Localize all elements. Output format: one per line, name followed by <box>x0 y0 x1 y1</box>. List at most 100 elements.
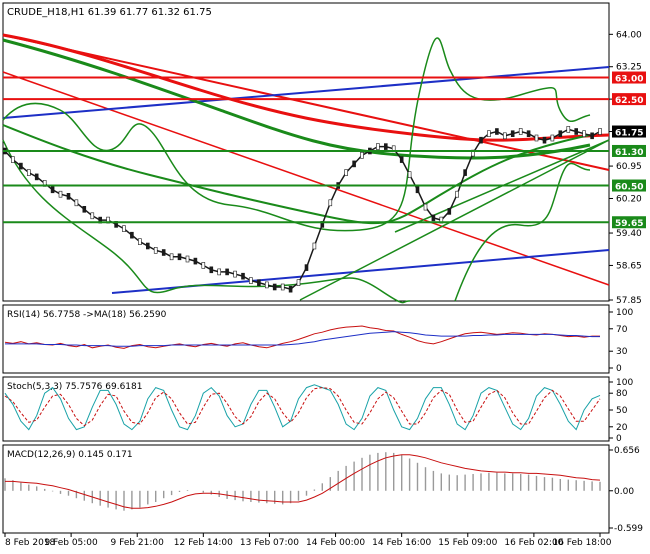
level-label: 61.30 <box>615 148 643 158</box>
main-header: CRUDE_H18,H1 61.39 61.77 61.32 61.75 <box>7 7 212 18</box>
ma-green-long <box>2 38 591 160</box>
macd-y-tick-label: 0.656 <box>614 446 640 456</box>
price-candle <box>19 162 23 170</box>
price-candle <box>185 255 190 263</box>
price-candle <box>399 156 404 163</box>
level-label-box <box>612 144 646 157</box>
price-candle <box>193 257 198 265</box>
rsi-y-tick-label: 70 <box>616 325 628 335</box>
price-candle <box>130 231 134 239</box>
trendline-blue-upper <box>2 66 610 119</box>
price-candle <box>169 253 174 261</box>
price-candle <box>383 143 388 150</box>
price-candle <box>376 143 380 150</box>
price-candle <box>90 212 95 220</box>
price-candle <box>479 136 483 144</box>
x-tick-label: 9 Feb 21:00 <box>111 538 165 548</box>
x-tick-label: 16 Feb 18:00 <box>552 538 611 548</box>
price-candle <box>558 130 563 137</box>
trendline-green-rising <box>299 139 610 301</box>
price-candle <box>550 134 555 142</box>
macd-title: MACD(12,26,9) 0.145 0.171 <box>7 450 133 460</box>
level-label-box <box>612 71 646 84</box>
level-label: 62.50 <box>615 96 643 106</box>
price-candle <box>566 126 571 133</box>
price-candle <box>590 132 594 140</box>
price-candle <box>264 281 269 289</box>
price-candle <box>82 206 87 213</box>
price-candle <box>415 186 420 194</box>
ma-red-long <box>2 33 610 142</box>
price-candle <box>518 128 523 135</box>
rsi-panel-frame <box>2 304 610 374</box>
price-candle <box>304 264 309 271</box>
price-candle <box>495 128 499 135</box>
price-candle <box>510 130 515 137</box>
x-tick-label: 9 Feb 05:00 <box>44 538 98 548</box>
x-tick-label: 14 Feb 00:00 <box>306 538 365 548</box>
x-tick-label: 12 Feb 14:00 <box>174 538 233 548</box>
stoch-y-tick-label: 0 <box>616 434 622 444</box>
price-candle <box>74 199 79 207</box>
price-candle <box>455 190 460 198</box>
price-candle <box>296 279 301 287</box>
stoch-signal-line <box>4 387 601 427</box>
price-candle <box>122 225 126 232</box>
price-candle <box>26 169 31 176</box>
stoch-y-tick-label: 80 <box>616 389 628 399</box>
price-series-line <box>4 128 601 291</box>
bollinger-lower <box>2 139 591 304</box>
stoch-y-tick-label: 50 <box>616 406 628 416</box>
rsi-y-tick-label: 30 <box>616 347 628 357</box>
trendline-red-upper <box>2 34 610 171</box>
level-lines: 63.00 62.50 61.75 61.30 60.50 59.65 <box>3 71 646 229</box>
price-candle <box>34 173 39 181</box>
main-y-tick-label: 57.85 <box>616 296 642 306</box>
price-candle <box>201 262 206 269</box>
stoch-title: Stoch(5,3,3) 75.7576 69.6181 <box>7 382 142 392</box>
main-y-tick-label: 60.95 <box>616 162 642 172</box>
price-candle <box>526 130 531 137</box>
main-price-panel: CRUDE_H18,H1 61.39 61.77 61.32 61.75 64.… <box>2 2 646 306</box>
level-label: 61.75 <box>615 129 643 139</box>
price-candle <box>50 186 55 194</box>
rsi-y-ticks: 100 70 30 0 <box>609 308 633 374</box>
macd-panel-frame <box>2 444 610 534</box>
x-tick-label: 16 Feb 02:00 <box>504 538 563 548</box>
main-y-tick-label: 60.20 <box>616 194 642 204</box>
price-candle <box>502 132 507 140</box>
price-candle <box>582 130 586 137</box>
price-candle <box>146 242 150 250</box>
price-candle <box>217 268 221 276</box>
level-label: 63.00 <box>615 75 643 85</box>
price-candle <box>288 285 293 293</box>
price-candle <box>280 283 285 291</box>
price-candle <box>344 169 348 176</box>
price-candle <box>233 270 237 278</box>
price-candle <box>241 272 245 280</box>
price-candle <box>360 152 364 159</box>
price-candle <box>407 171 412 178</box>
x-tick-label: 14 Feb 16:00 <box>372 538 431 548</box>
price-candle <box>11 156 15 163</box>
level-label-box <box>612 179 646 192</box>
trendline-red-lower <box>2 71 610 286</box>
price-candle <box>161 249 166 256</box>
main-y-tick-label: 63.25 <box>616 63 642 73</box>
price-candle <box>177 253 182 261</box>
price-candle <box>272 283 277 291</box>
level-label-box <box>612 93 646 106</box>
macd-y-ticks: 0.656 0.00 -0.599 <box>609 446 643 534</box>
price-candle <box>487 130 491 137</box>
main-y-tick-label: 58.65 <box>616 261 642 271</box>
price-candle <box>138 238 142 245</box>
rsi-y-tick-label: 100 <box>616 308 633 318</box>
price-candle <box>328 199 333 207</box>
main-y-tick-label: 59.40 <box>616 229 642 239</box>
price-candle <box>312 242 317 250</box>
price-candle <box>447 208 452 215</box>
